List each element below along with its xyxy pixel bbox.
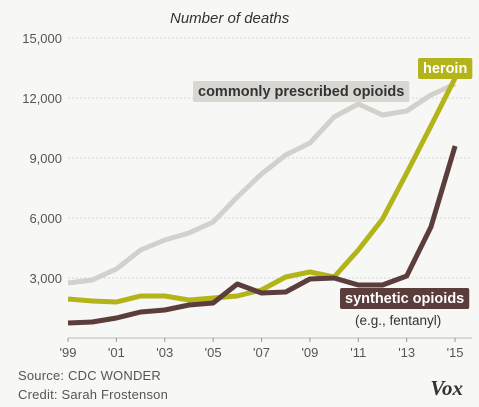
label-prescribed-opioids-bg [193,81,410,102]
source-note: Source: CDC WONDER [18,368,162,383]
label-synthetic-opioids: synthetic opioids [340,288,470,309]
x-tick-label: '09 [301,345,318,360]
label-heroin-text: heroin [423,61,467,77]
x-tick-label: '07 [253,345,270,360]
x-tick-label: '01 [108,345,125,360]
series-labels: commonly prescribed opioids heroin synthet… [193,58,473,328]
x-axis: '99 '01 '03 '05 '07 '09 '11 '13 '15 [60,338,464,360]
label-synthetic-sublabel: (e.g., fentanyl) [355,313,441,328]
series-line-3 [67,145,458,326]
label-prescribed-opioids-text: commonly prescribed opioids [198,84,404,100]
series-line-2 [67,76,458,305]
x-tick-label: '99 [60,345,77,360]
label-heroin: heroin [418,58,473,79]
x-tick-label: '15 [447,345,464,360]
series-lines [67,76,458,326]
x-tick-label: '11 [350,345,366,360]
label-prescribed-opioids: commonly prescribed opioids [193,81,410,102]
x-tick-label: '03 [156,345,173,360]
y-axis: 3,000 6,000 9,000 12,000 15,000 [22,31,62,286]
series-line-1 [67,81,457,286]
label-synthetic-opioids-bg [340,288,470,309]
label-synthetic-opioids-text: synthetic opioids [345,291,464,307]
x-tick-label: '13 [398,345,415,360]
vox-logo: Vox [430,376,463,400]
y-tick-label: 15,000 [22,31,62,46]
chart-title: Number of deaths [170,10,290,27]
y-tick-label: 6,000 [29,211,62,226]
y-tick-label: 3,000 [29,271,62,286]
line-chart: Number of deaths 3,000 6,000 9,000 12,000 15… [22,10,473,360]
label-heroin-bg [418,58,473,79]
y-tick-label: 9,000 [29,151,62,166]
x-tick-label: '05 [205,345,222,360]
credit-note: Credit: Sarah Frostenson [18,387,169,402]
y-tick-label: 12,000 [22,91,62,106]
